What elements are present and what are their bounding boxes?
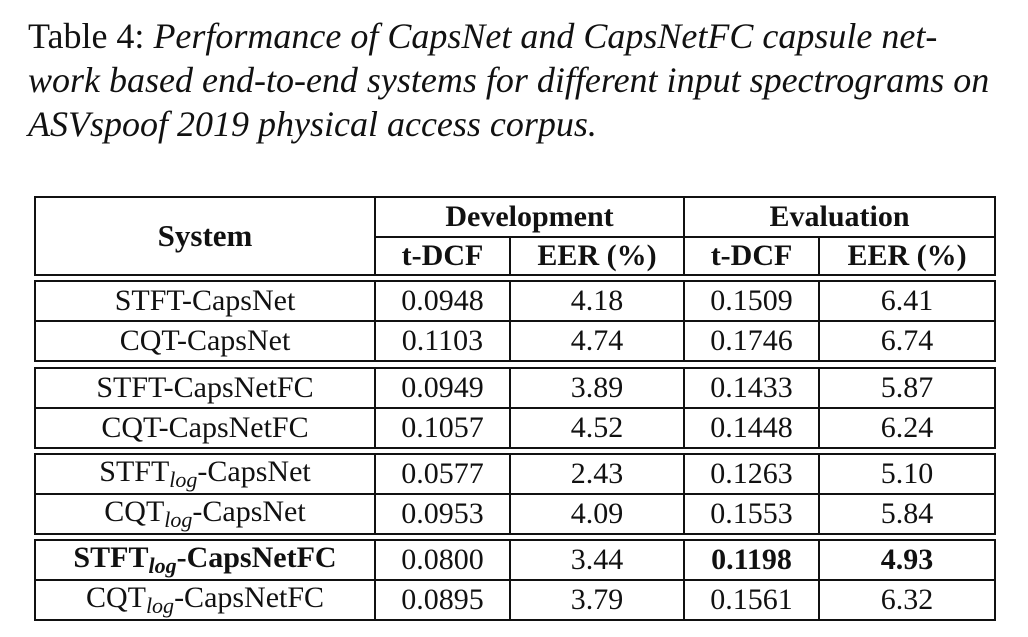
system-prefix: STFT [114,284,182,317]
eval-eer-cell: 5.84 [818,493,996,535]
header-evaluation: Evaluation [683,196,997,238]
system-cell: STFTlog-CapsNet [34,453,376,495]
caption-label: Table 4: [28,16,154,56]
system-prefix: CQT [119,324,177,357]
system-suffix: -CapsNetFC [158,411,309,444]
eval-eer-cell: 6.74 [818,320,996,362]
eval-tdcf-cell: 0.1561 [683,579,820,621]
eval-tdcf-cell: 0.1198 [683,539,820,581]
table-row: CQT-CapsNet 0.1103 4.74 0.1746 6.74 [34,320,996,362]
dev-tdcf-cell: 0.0800 [374,539,511,581]
header-development: Development [373,196,686,238]
system-cell: STFT-CapsNetFC [34,367,376,409]
system-suffix: -CapsNet [176,324,291,357]
dev-eer-cell: 3.79 [509,579,685,621]
eval-eer-cell: 4.93 [818,539,996,581]
dev-eer-cell: 3.44 [509,539,685,581]
system-cell: CQTlog-CapsNetFC [34,579,376,621]
system-suffix: -CapsNetFC [174,581,325,614]
dev-tdcf-cell: 0.0948 [374,280,511,322]
table-caption: Table 4: Performance of CapsNet and Caps… [28,14,1003,146]
dev-tdcf-cell: 0.1057 [374,407,511,449]
eval-tdcf-cell: 0.1263 [683,453,820,495]
table-row: CQTlog-CapsNetFC 0.0895 3.79 0.1561 6.32 [34,579,996,621]
table-row: CQTlog-CapsNet 0.0953 4.09 0.1553 5.84 [34,493,996,535]
table-row: STFTlog-CapsNet 0.0577 2.43 0.1263 5.10 [34,453,996,495]
system-subscript: log [164,507,193,532]
dev-tdcf-cell: 0.0895 [374,579,511,621]
eval-tdcf-cell: 0.1433 [683,367,820,409]
dev-eer-cell: 4.52 [509,407,685,449]
eval-tdcf-cell: 0.1746 [683,320,820,362]
eval-eer-cell: 6.41 [818,280,996,322]
system-suffix: -CapsNet [181,284,296,317]
header-dev-tdcf: t-DCF [374,236,511,276]
system-cell: CQTlog-CapsNet [34,493,376,535]
header-eval-eer: EER (%) [818,236,997,276]
eval-eer-cell: 5.10 [818,453,996,495]
system-subscript: log [169,467,198,492]
table-row: STFTlog-CapsNetFC 0.0800 3.44 0.1198 4.93 [34,539,996,581]
table-row: CQT-CapsNetFC 0.1057 4.52 0.1448 6.24 [34,407,996,449]
dev-tdcf-cell: 0.0949 [374,367,511,409]
caption-text: Performance of CapsNet and CapsNetFC cap… [28,16,990,144]
table-header: System Development Evaluation t-DCF EER … [34,196,997,276]
system-prefix: STFT [99,455,170,488]
system-suffix: -CapsNet [192,495,306,528]
system-suffix: -CapsNetFC [176,541,337,574]
system-suffix: -CapsNet [197,455,311,488]
dev-tdcf-cell: 0.1103 [374,320,511,362]
dev-tdcf-cell: 0.0577 [374,453,511,495]
system-cell: CQT-CapsNetFC [34,407,376,449]
dev-eer-cell: 4.09 [509,493,685,535]
eval-tdcf-cell: 0.1448 [683,407,820,449]
system-suffix: -CapsNetFC [163,371,314,404]
table-row: STFT-CapsNetFC 0.0949 3.89 0.1433 5.87 [34,367,996,409]
header-eval-tdcf: t-DCF [683,236,821,276]
dev-tdcf-cell: 0.0953 [374,493,511,535]
dev-eer-cell: 4.18 [509,280,685,322]
table-group-2: STFT-CapsNetFC 0.0949 3.89 0.1433 5.87 CQT-Ca… [34,367,996,449]
table-group-4: STFTlog-CapsNetFC 0.0800 3.44 0.1198 4.93 CQT… [34,539,996,621]
system-cell: STFT-CapsNet [34,280,376,322]
header-system: System [34,196,376,276]
eval-tdcf-cell: 0.1509 [683,280,820,322]
system-cell: CQT-CapsNet [34,320,376,362]
table-group-1: STFT-CapsNet 0.0948 4.18 0.1509 6.41 CQT-Caps… [34,280,996,362]
header-dev-eer: EER (%) [508,236,686,276]
system-subscript: log [148,553,177,578]
system-prefix: CQT [85,581,146,614]
table-group-3: STFTlog-CapsNet 0.0577 2.43 0.1263 5.10 CQTlo… [34,453,996,535]
system-prefix: STFT [96,371,164,404]
eval-eer-cell: 6.24 [818,407,996,449]
system-prefix: STFT [73,541,149,574]
table-row: STFT-CapsNet 0.0948 4.18 0.1509 6.41 [34,280,996,322]
dev-eer-cell: 2.43 [509,453,685,495]
system-cell: STFTlog-CapsNetFC [34,539,376,581]
system-prefix: CQT [104,495,165,528]
dev-eer-cell: 3.89 [509,367,685,409]
eval-eer-cell: 5.87 [818,367,996,409]
eval-eer-cell: 6.32 [818,579,996,621]
eval-tdcf-cell: 0.1553 [683,493,820,535]
system-prefix: CQT [101,411,159,444]
system-subscript: log [145,593,175,618]
dev-eer-cell: 4.74 [509,320,685,362]
